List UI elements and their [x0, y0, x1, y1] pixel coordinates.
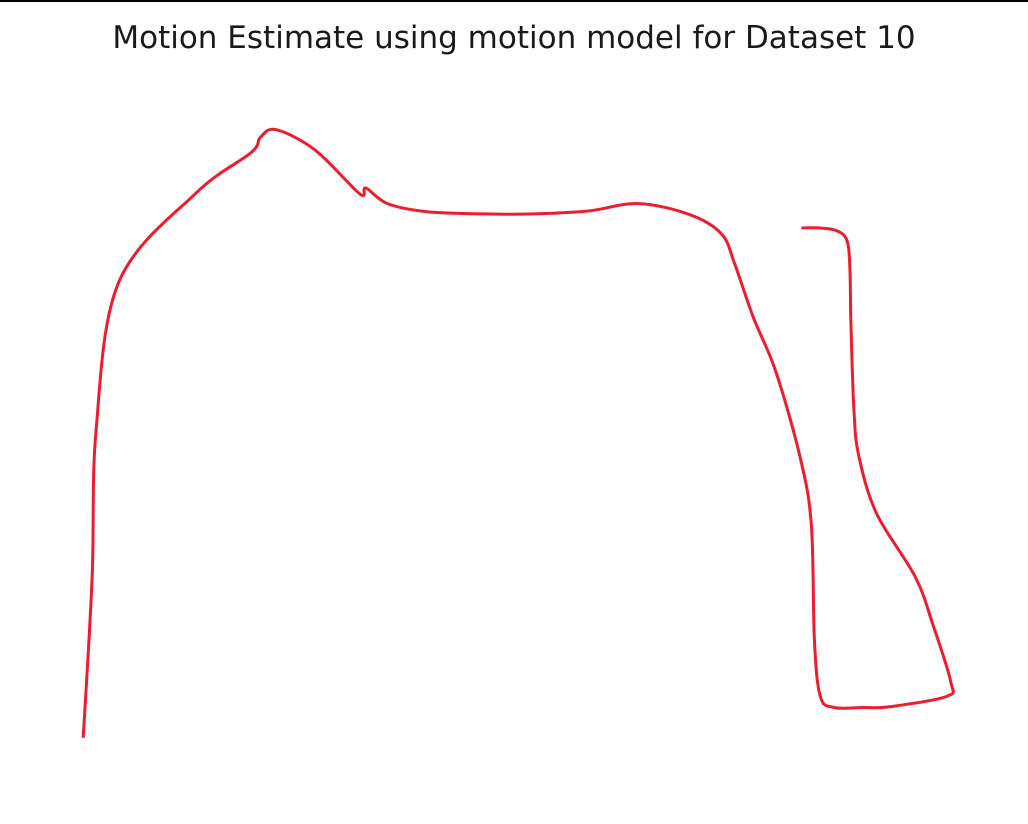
chart-title: Motion Estimate using motion model for D…: [112, 20, 916, 56]
trajectory-line-1: [81, 127, 955, 738]
top-border: [0, 0, 1028, 2]
